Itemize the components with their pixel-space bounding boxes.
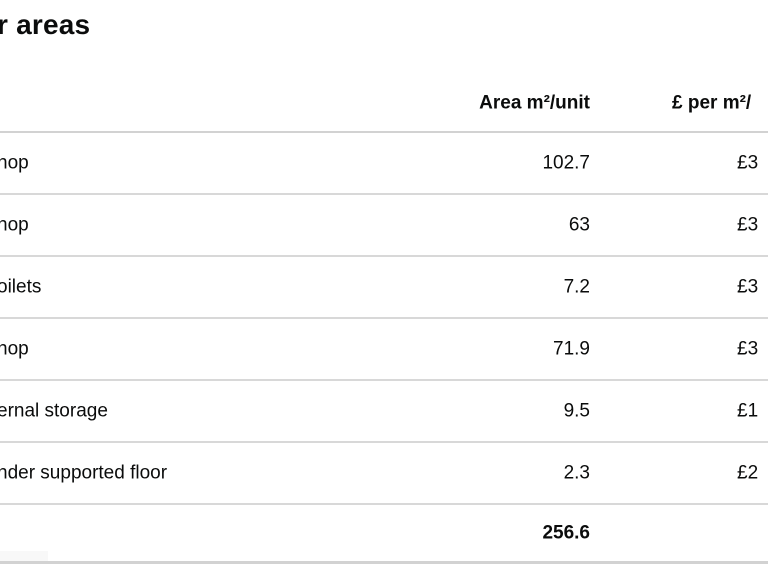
column-header-area: Area m²/unit — [479, 92, 590, 114]
row-label: hop — [0, 152, 29, 174]
row-area: 63 — [568, 214, 590, 236]
row-label: ernal storage — [0, 400, 108, 422]
row-area: 9.5 — [563, 400, 590, 422]
column-header-price: £ per m²/ — [672, 92, 752, 114]
row-area: 2.3 — [563, 462, 590, 484]
table-row: ernal storage 9.5 £1 — [0, 381, 768, 443]
clipped-bottom-element — [0, 551, 48, 561]
table-total-row: 256.6 — [0, 505, 768, 564]
table-header-row: Area m²/unit £ per m²/ — [0, 75, 768, 133]
row-price: £3 — [737, 276, 759, 298]
row-price: £1 — [737, 400, 759, 422]
row-label: hop — [0, 338, 29, 360]
row-price: £2 — [737, 462, 759, 484]
row-area: 7.2 — [563, 276, 590, 298]
row-price: £3 — [737, 152, 759, 174]
row-label: hop — [0, 214, 29, 236]
row-price: £3 — [737, 214, 759, 236]
row-label: nder supported floor — [0, 462, 168, 484]
row-label: oilets — [0, 276, 42, 298]
floor-areas-table: Area m²/unit £ per m²/ hop 102.7 £3 hop … — [0, 75, 768, 564]
row-area: 71.9 — [553, 338, 590, 360]
table-row: hop 63 £3 — [0, 195, 768, 257]
table-row: nder supported floor 2.3 £2 — [0, 443, 768, 505]
table-row: hop 102.7 £3 — [0, 133, 768, 195]
table-row: hop 71.9 £3 — [0, 319, 768, 381]
row-area: 102.7 — [542, 152, 590, 174]
total-area-value: 256.6 — [542, 522, 590, 544]
row-price: £3 — [737, 338, 759, 360]
page-title: r areas — [0, 9, 91, 40]
table-row: oilets 7.2 £3 — [0, 257, 768, 319]
